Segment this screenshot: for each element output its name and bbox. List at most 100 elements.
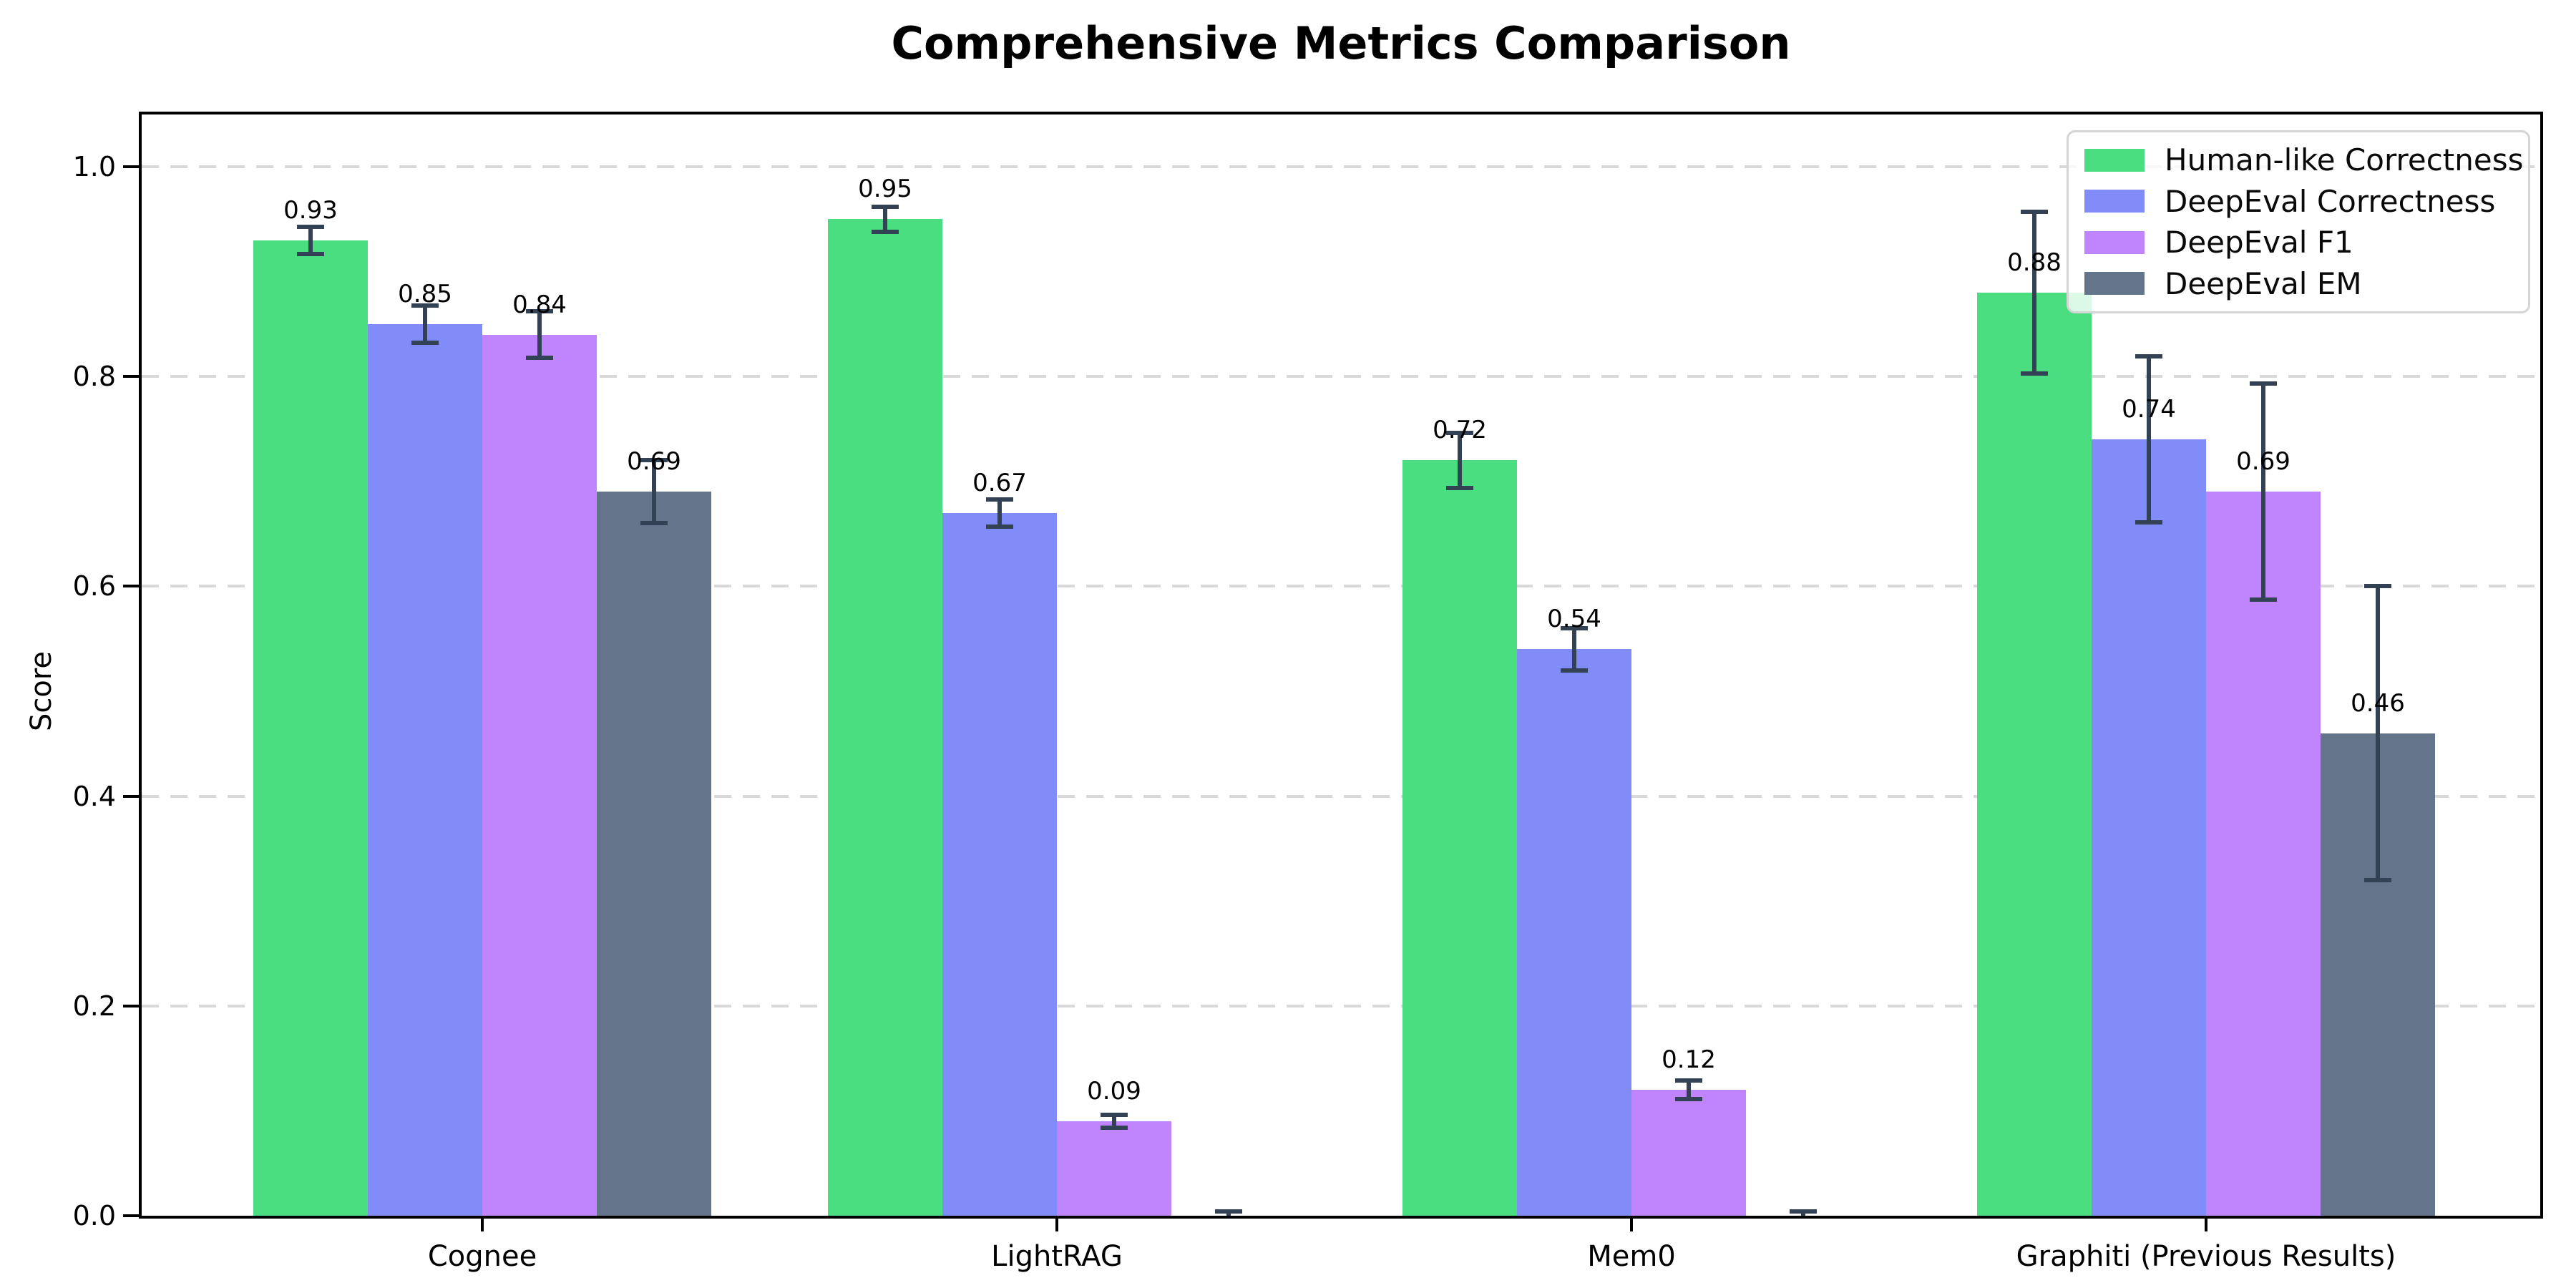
bar bbox=[253, 240, 368, 1216]
x-tick-label-graphiti-previous-results-: Graphiti (Previous Results) bbox=[2016, 1240, 2396, 1273]
legend-swatch bbox=[2084, 230, 2145, 254]
legend-swatch bbox=[2084, 272, 2145, 296]
bar-value-label: 0.09 bbox=[1087, 1077, 1141, 1106]
gridline bbox=[142, 375, 2540, 379]
y-tick-mark bbox=[123, 1214, 140, 1217]
bar bbox=[1631, 1090, 1746, 1216]
y-tick-label: 1.0 bbox=[72, 151, 116, 182]
error-bar-cap bbox=[2250, 381, 2277, 386]
bar-value-label: 0.69 bbox=[2236, 447, 2290, 477]
legend-item-label: DeepEval Correctness bbox=[2165, 183, 2496, 219]
error-bar-cap bbox=[1446, 485, 1473, 490]
x-tick-mark bbox=[2205, 1219, 2207, 1231]
error-bar-cap bbox=[411, 341, 439, 346]
bar bbox=[2092, 439, 2206, 1216]
error-bar-cap bbox=[1561, 626, 1588, 631]
x-tick-label-cognee: Cognee bbox=[427, 1240, 537, 1273]
error-bar-cap bbox=[1675, 1078, 1702, 1083]
error-bar-cap bbox=[2135, 354, 2162, 359]
error-bar bbox=[1458, 433, 1462, 488]
error-bar-cap bbox=[640, 521, 668, 526]
bar bbox=[482, 334, 597, 1216]
bar-value-label: 0.72 bbox=[1433, 416, 1487, 445]
y-tick-label: 0.2 bbox=[72, 990, 116, 1022]
gridline bbox=[142, 1004, 2540, 1008]
error-bar bbox=[2032, 212, 2036, 374]
bar-value-label: 0.46 bbox=[2351, 688, 2405, 718]
y-tick-mark bbox=[123, 794, 140, 798]
legend-item: Human-like Correctness bbox=[2084, 142, 2524, 177]
bar bbox=[1977, 292, 2092, 1216]
error-bar-cap bbox=[2135, 519, 2162, 525]
error-bar-cap bbox=[1101, 1125, 1128, 1130]
x-tick-label-mem0: Mem0 bbox=[1587, 1240, 1676, 1273]
bar bbox=[1057, 1121, 1171, 1216]
legend-item: DeepEval Correctness bbox=[2084, 184, 2512, 219]
bar-value-label: 0.54 bbox=[1547, 605, 1601, 634]
error-bar-cap bbox=[526, 309, 553, 314]
x-tick-label-lightrag: LightRAG bbox=[991, 1240, 1123, 1273]
error-bar bbox=[537, 311, 542, 358]
error-bar bbox=[423, 305, 427, 343]
x-tick-mark bbox=[481, 1219, 484, 1231]
y-tick-label: 0.6 bbox=[72, 570, 116, 602]
error-bar-cap bbox=[1675, 1097, 1702, 1102]
bar-value-label: 0.88 bbox=[2007, 248, 2062, 277]
bar bbox=[828, 219, 942, 1216]
error-bar-cap bbox=[2364, 584, 2391, 589]
error-bar bbox=[883, 206, 887, 232]
legend-item: DeepEval F1 bbox=[2084, 225, 2512, 260]
gridline bbox=[142, 165, 2540, 168]
error-bar-cap bbox=[2021, 371, 2048, 376]
error-bar-cap bbox=[640, 458, 668, 463]
bar bbox=[1517, 649, 1631, 1216]
x-tick-mark bbox=[1630, 1219, 1633, 1231]
legend-item-label: Human-like Correctness bbox=[2165, 142, 2524, 177]
error-bar-cap bbox=[526, 355, 553, 360]
bar-value-label: 0.84 bbox=[512, 290, 567, 319]
bar bbox=[368, 323, 482, 1216]
error-bar-cap bbox=[872, 204, 899, 209]
error-bar bbox=[2261, 384, 2265, 600]
error-bar bbox=[997, 499, 1002, 527]
y-tick-label: 0.0 bbox=[72, 1200, 116, 1231]
error-bar bbox=[2147, 356, 2151, 522]
y-tick-mark bbox=[123, 1004, 140, 1008]
bar-value-label: 0.12 bbox=[1662, 1045, 1716, 1075]
error-bar-cap bbox=[297, 251, 324, 256]
y-tick-label: 0.4 bbox=[72, 780, 116, 812]
error-bar bbox=[1687, 1080, 1691, 1100]
bar bbox=[597, 492, 711, 1216]
error-bar bbox=[1112, 1115, 1116, 1128]
legend: Human-like Correctness DeepEval Correctne… bbox=[2067, 130, 2530, 313]
error-bar-cap bbox=[1101, 1113, 1128, 1118]
error-bar-cap bbox=[1446, 431, 1473, 436]
error-bar-cap bbox=[2364, 877, 2391, 882]
error-bar-cap bbox=[986, 497, 1013, 502]
chart-title: Comprehensive Metrics Comparison bbox=[891, 17, 1791, 69]
error-bar-cap bbox=[872, 229, 899, 234]
bar-value-label: 0.93 bbox=[283, 195, 338, 225]
error-bar-cap bbox=[2250, 597, 2277, 602]
bar-value-label: 0.95 bbox=[858, 175, 912, 204]
error-bar bbox=[308, 226, 313, 254]
legend-item-label: DeepEval F1 bbox=[2165, 225, 2353, 260]
error-bar bbox=[2376, 586, 2380, 880]
error-bar bbox=[652, 460, 656, 524]
error-bar-cap bbox=[1790, 1209, 1817, 1214]
y-tick-mark bbox=[123, 375, 140, 379]
legend-item: DeepEval EM bbox=[2084, 266, 2512, 301]
gridline bbox=[142, 794, 2540, 798]
error-bar-cap bbox=[1215, 1209, 1242, 1214]
bar-value-label: 0.85 bbox=[398, 279, 452, 308]
error-bar-cap bbox=[986, 524, 1013, 529]
y-axis-label: Score bbox=[25, 650, 58, 732]
error-bar-cap bbox=[411, 303, 439, 308]
bar bbox=[942, 512, 1057, 1216]
legend-swatch bbox=[2084, 190, 2145, 213]
error-bar-cap bbox=[1561, 668, 1588, 673]
y-tick-mark bbox=[123, 165, 140, 168]
bar bbox=[1402, 460, 1517, 1216]
bar-value-label: 0.74 bbox=[2122, 395, 2176, 424]
